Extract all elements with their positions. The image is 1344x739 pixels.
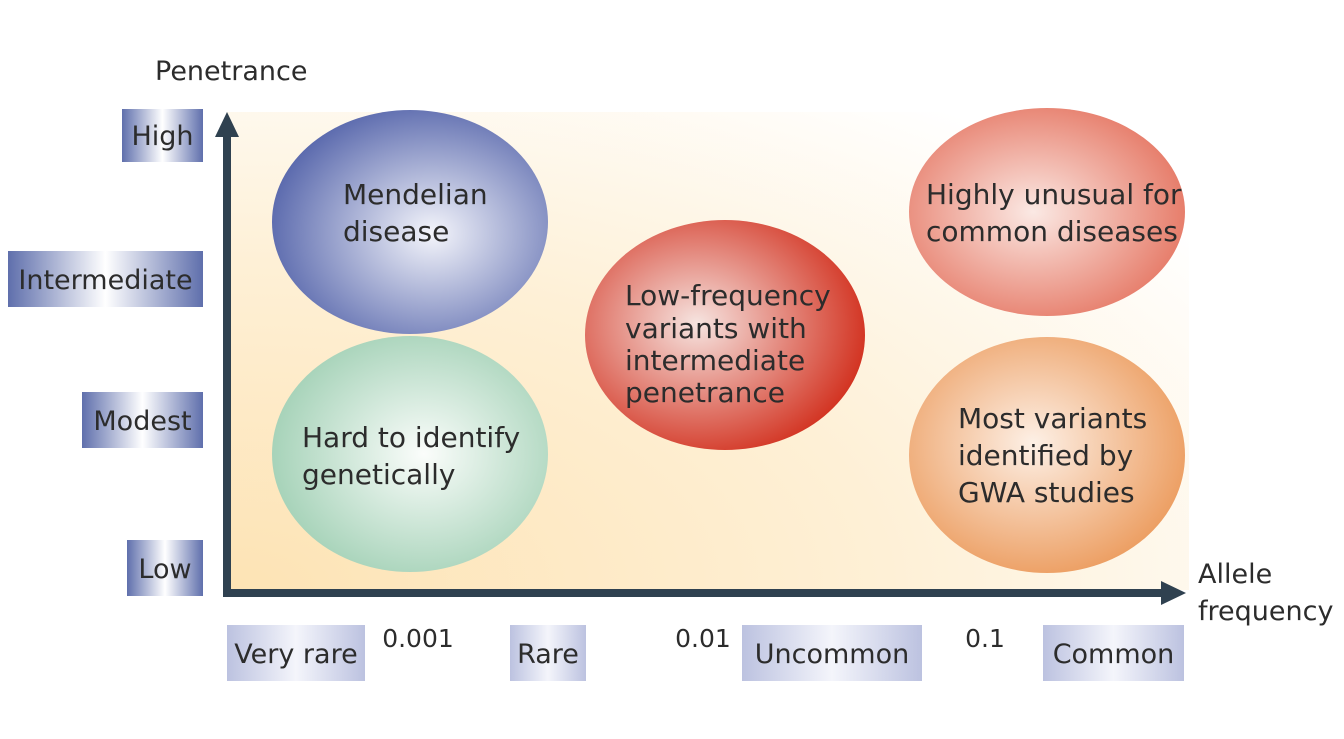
unusual-line1: Highly unusual for (926, 178, 1182, 211)
x-category-common: Common (1043, 625, 1184, 681)
x-category-very-rare: Very rare (227, 625, 365, 681)
threshold-0-01: 0.01 (675, 624, 731, 653)
gwa-text: Most variants identified by GWA studies (958, 402, 1147, 509)
lowfreq-line2: variants with (625, 312, 807, 345)
y-level-high-label: High (131, 121, 193, 152)
x-category-uncommon: Uncommon (742, 625, 922, 681)
x-category-common-label: Common (1053, 639, 1175, 670)
lowfreq-line1: Low-frequency (625, 279, 831, 312)
y-level-modest-label: Modest (93, 406, 191, 437)
threshold-0-1: 0.1 (965, 624, 1005, 653)
x-axis-title-line2: frequency (1198, 596, 1333, 627)
x-axis-title-line1: Allele (1198, 559, 1272, 590)
mendelian-text: Mendelian disease (343, 178, 488, 248)
x-category-rare-label: Rare (517, 639, 579, 670)
x-category-rare: Rare (510, 625, 586, 681)
hard-line2: genetically (302, 458, 455, 491)
gwa-line1: Most variants (958, 402, 1147, 435)
hard-text: Hard to identify genetically (302, 421, 520, 491)
gwa-line3: GWA studies (958, 476, 1135, 509)
mendelian-line1: Mendelian (343, 178, 488, 211)
region-low-frequency (585, 220, 865, 450)
region-hard-to-identify (272, 336, 548, 572)
x-axis-arrowhead (1161, 581, 1186, 605)
y-level-intermediate: Intermediate (8, 251, 203, 307)
y-level-low: Low (127, 540, 203, 596)
y-axis-arrowhead (215, 112, 239, 137)
unusual-text: Highly unusual for common diseases (926, 178, 1182, 248)
region-mendelian (272, 110, 548, 334)
unusual-line2: common diseases (926, 215, 1178, 248)
y-level-low-label: Low (138, 554, 191, 585)
y-level-modest: Modest (82, 392, 203, 448)
lowfreq-text: Low-frequency variants with intermediate… (625, 279, 831, 409)
lowfreq-line3: intermediate (625, 344, 805, 377)
x-category-very-rare-label: Very rare (234, 639, 357, 670)
gwa-line2: identified by (958, 439, 1133, 472)
y-level-high: High (122, 109, 203, 162)
y-level-intermediate-label: Intermediate (18, 265, 192, 296)
region-highly-unusual (909, 108, 1185, 316)
x-category-uncommon-label: Uncommon (755, 639, 909, 670)
lowfreq-line4: penetrance (625, 376, 785, 409)
mendelian-line2: disease (343, 215, 449, 248)
region-gwa-variants (909, 337, 1185, 573)
hard-line1: Hard to identify (302, 421, 520, 454)
threshold-0-001: 0.001 (382, 624, 454, 653)
y-axis-title: Penetrance (155, 56, 307, 87)
axes (215, 112, 1186, 605)
